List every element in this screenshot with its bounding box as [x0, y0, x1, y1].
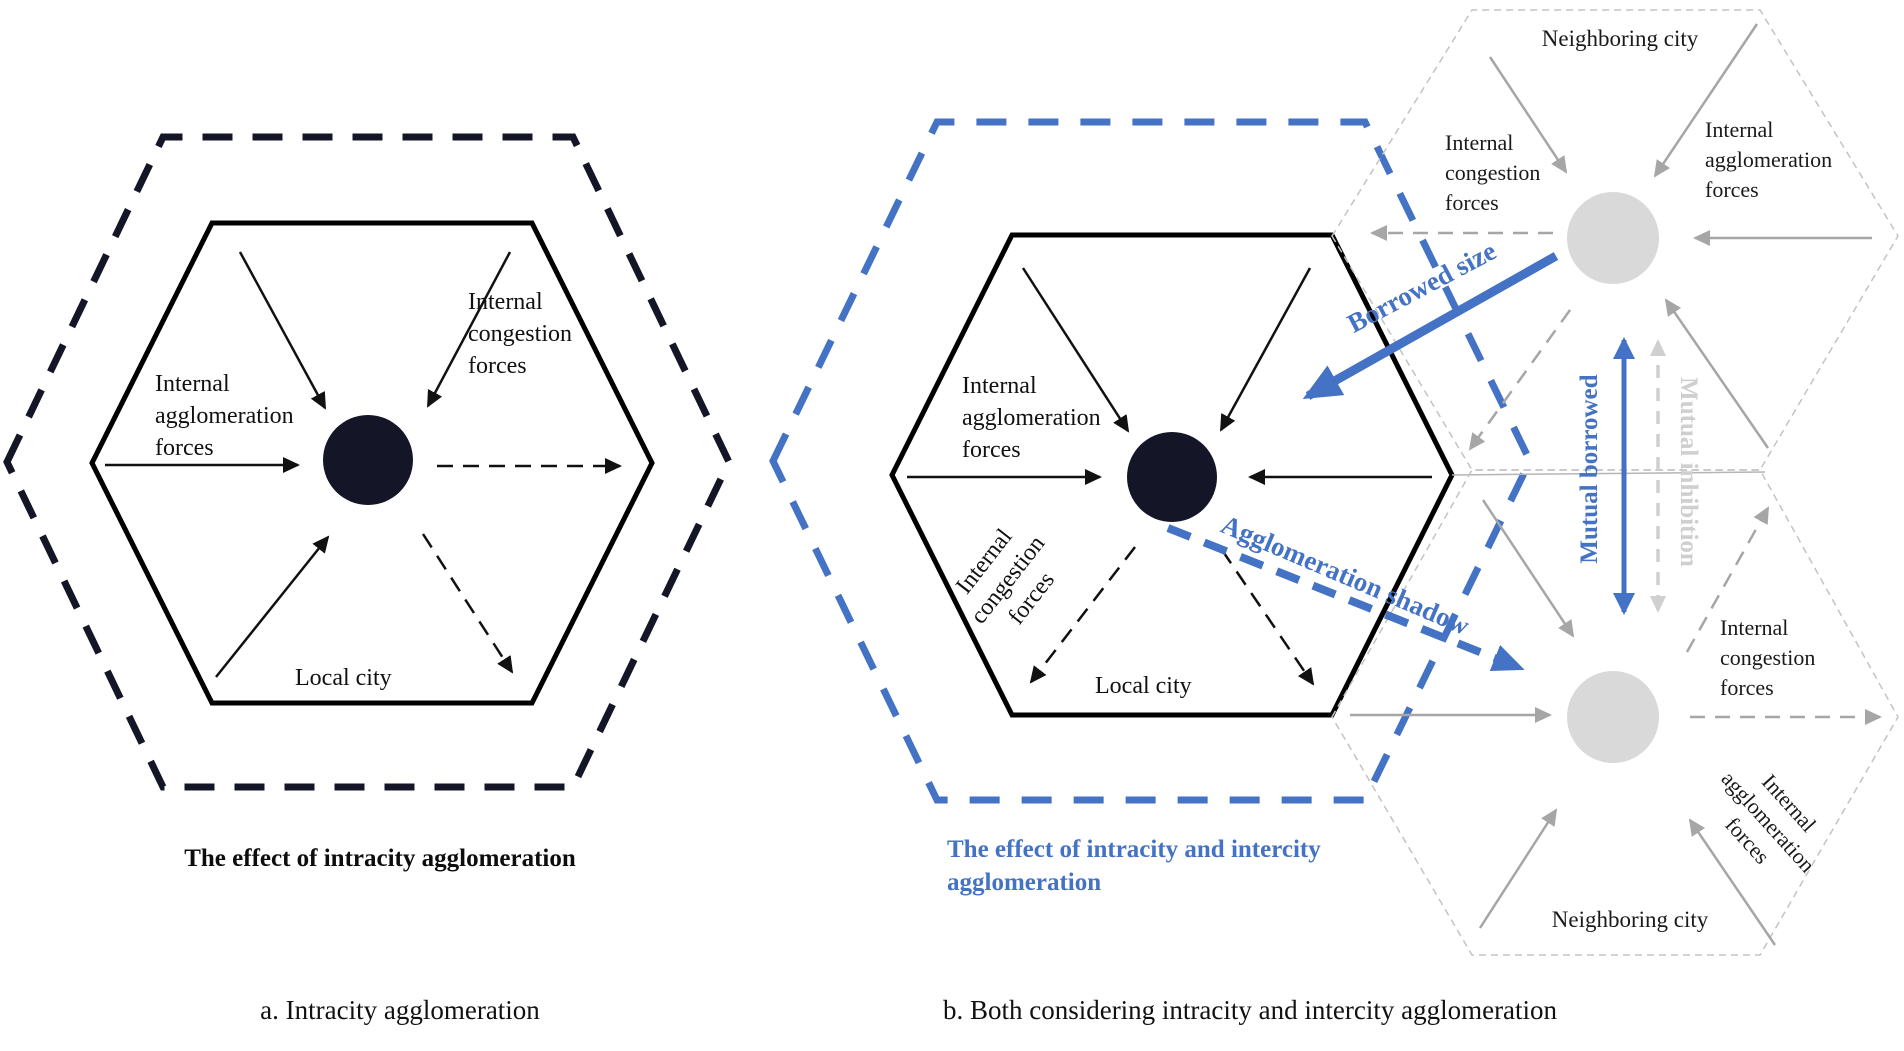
panel-b-arrow-bottomright-out-dashed	[1220, 549, 1315, 686]
panel-b-internal-agglomeration-label: Internal agglomeration forces	[962, 373, 1101, 463]
neighbor-top-arrow-topright-in	[1653, 23, 1759, 178]
panel-b-bottom-caption: b. Both considering intracity and interc…	[942, 995, 1558, 1025]
panel-a-title: The effect of intracity agglomeration	[184, 845, 576, 872]
neighbor-bottom-name-label: Neighboring city	[1551, 907, 1709, 932]
panel-b-title: The effect of intracity and intercity ag…	[947, 836, 1321, 896]
panel-a-arrow-topleft-in	[238, 251, 327, 410]
borrowed-size-arrow	[1302, 252, 1559, 400]
neighbor-bottom-arrow-bottomleft-in	[1478, 808, 1558, 929]
panel-a-bottom-caption: a. Intracity agglomeration	[260, 995, 540, 1025]
neighbor-shared-edge	[1451, 471, 1766, 476]
panel-a-arrow-bottomleft-in	[215, 535, 330, 678]
neighbor-bottom-city-dot	[1567, 671, 1659, 763]
panel-a-city-center-dot	[323, 415, 413, 505]
panel-b-city-center-dot	[1127, 432, 1217, 522]
panel-b-arrow-bottomleft-out-dashed	[1029, 546, 1136, 684]
neighbor-top-city-dot	[1567, 192, 1659, 284]
neighbor-top-hexagon	[1331, 9, 1899, 471]
inhibition-arrow-top-to-local	[1468, 309, 1572, 451]
borrow-arrow-local-to-bottom	[1481, 499, 1575, 638]
neighbor-top-internal-congestion-label: Internal congestion forces	[1445, 130, 1541, 215]
panel-b-arrow-topright-in	[1219, 267, 1312, 432]
neighbor-top-arrow-topleft-in	[1488, 56, 1568, 174]
panel-a-local-city-label: Local city	[295, 665, 392, 691]
panel-b-local-city-label: Local city	[1095, 673, 1192, 699]
mutual-borrowed-label: Mutual borrowed	[1576, 374, 1603, 564]
neighbor-bottom-arrow-upright-out-dashed	[1685, 506, 1770, 653]
panel-a-internal-congestion-label: Internal congestion forces	[468, 289, 572, 379]
neighbor-bottom-hexagon	[1331, 469, 1899, 956]
panel-b-outer-blue-dashed-hexagon	[769, 118, 1534, 804]
neighbor-top-internal-agglomeration-label: Internal agglomeration forces	[1705, 117, 1833, 202]
mutual-inhibition-label: Mutual inhibition	[1675, 377, 1702, 567]
panel-a-outer-dashed-hexagon	[3, 133, 733, 791]
neighbor-bottom-arrow-bottomright-in	[1688, 818, 1777, 946]
panel-a-arrow-bottomright-out-dashed	[421, 533, 514, 674]
agglomeration-shadow-arrow	[1166, 524, 1525, 672]
panel-b-arrow-topleft-in	[1021, 267, 1130, 433]
neighbor-top-arrow-bottomright-in	[1664, 298, 1770, 449]
panel-a-arrow-topright-in	[426, 251, 512, 408]
panel-a-internal-agglomeration-label: Internal agglomeration forces	[155, 371, 294, 461]
panel-a-local-city-hexagon	[89, 220, 655, 706]
neighbor-bottom-internal-congestion-label: Internal congestion forces	[1720, 615, 1816, 700]
neighbor-top-name-label: Neighboring city	[1541, 26, 1699, 51]
